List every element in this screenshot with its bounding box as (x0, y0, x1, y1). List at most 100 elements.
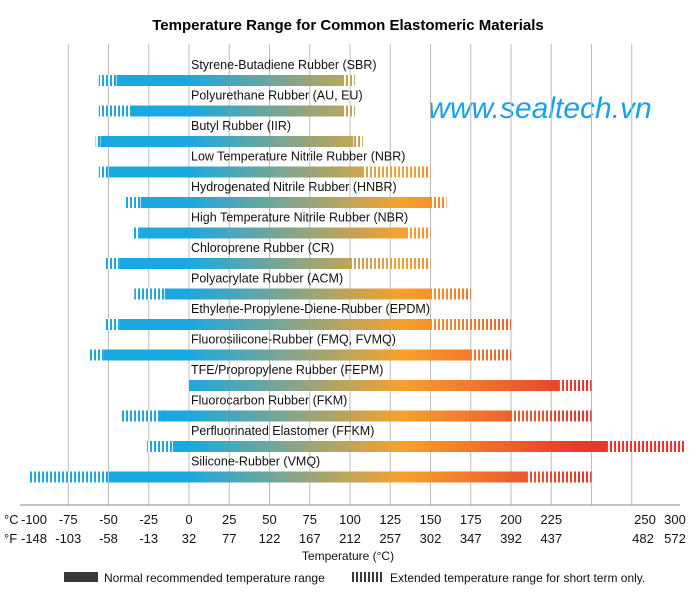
tick-label-f: 302 (420, 531, 442, 546)
bar-normal-range (189, 380, 560, 391)
bar-normal-range (139, 227, 407, 239)
bar-extended-low-hatch (124, 197, 141, 208)
bar-extended-low-hatch (105, 319, 120, 330)
bar-extended-low-hatch (89, 349, 104, 361)
tick-label-f: 212 (339, 531, 361, 546)
tick-label-f: 572 (664, 531, 686, 546)
tick-label-f: 32 (182, 531, 196, 546)
tick-label-f: 77 (222, 531, 236, 546)
bar-extended-low-hatch (98, 75, 117, 86)
bar-normal-range (172, 441, 608, 452)
legend-normal-label: Normal recommended temperature range (104, 571, 325, 585)
material-label: Ethylene-Propylene-Diene-Rubber (EPDM) (191, 302, 430, 316)
tick-label-c: 25 (222, 512, 236, 527)
bar-extended-high-hatch (559, 380, 592, 391)
tick-label-c: 50 (262, 512, 276, 527)
gridlines (67, 44, 633, 505)
tick-label-f: -148 (21, 531, 47, 546)
tick-label-c: 75 (303, 512, 317, 527)
bar-extended-low-hatch (147, 441, 173, 452)
bar-extended-low-hatch (28, 471, 109, 483)
tick-label-c: 100 (339, 512, 361, 527)
material-label: Silicone-Rubber (VMQ) (191, 455, 320, 469)
tick-label-c: -100 (21, 512, 47, 527)
bar-extended-high-hatch (511, 410, 592, 422)
tick-label-f: 392 (500, 531, 522, 546)
tick-label-f: -13 (139, 531, 158, 546)
tick-label-c: -75 (59, 512, 78, 527)
bar-extended-low-hatch (98, 105, 132, 117)
tick-labels: -100 -148 -75 -103 -50 -58 -25 -13 0 32 25 77 50 122 7… (21, 512, 686, 546)
legend-extended-swatch (350, 572, 384, 582)
material-label: Hydrogenated Nitrile Rubber (HNBR) (191, 180, 397, 194)
legend-extended-label: Extended temperature range for short ter… (390, 571, 645, 585)
tick-label-f: 482 (632, 531, 654, 546)
bar-normal-range (160, 410, 511, 422)
bar-extended-high-hatch (607, 441, 686, 452)
bar-extended-high-hatch (353, 136, 363, 147)
material-label: Polyacrylate Rubber (ACM) (191, 272, 343, 286)
bar-normal-range (116, 75, 342, 86)
material-label: Chloroprene Rubber (CR) (191, 241, 334, 255)
bar-extended-high-hatch (527, 471, 592, 483)
bar-extended-low-hatch (98, 166, 109, 178)
bar-extended-high-hatch (430, 197, 447, 208)
material-label: Polyurethane Rubber (AU, EU) (191, 89, 363, 103)
bars-layer (28, 75, 686, 483)
bar-extended-high-hatch (350, 258, 431, 269)
legend-normal-swatch (64, 572, 98, 582)
bar-normal-range (131, 105, 342, 117)
bar-extended-high-hatch (470, 349, 511, 361)
tick-label-c: 225 (540, 512, 562, 527)
bar-normal-range (140, 197, 431, 208)
material-label: Fluorocarbon Rubber (FKM) (191, 394, 347, 408)
unit-f-label: °F (4, 531, 17, 546)
bar-normal-range (100, 136, 354, 147)
material-label: Perfluorinated Elastomer (FFKM) (191, 424, 374, 438)
material-label: Fluorosilicone-Rubber (FMQ, FVMQ) (191, 333, 396, 347)
tick-label-f: -103 (55, 531, 81, 546)
bar-normal-range (164, 288, 431, 300)
chart-title: Temperature Range for Common Elastomeric… (152, 17, 544, 34)
bar-normal-range (119, 258, 351, 269)
material-label: Low Temperature Nitrile Rubber (NBR) (191, 150, 405, 164)
bar-extended-high-hatch (430, 288, 471, 300)
tick-label-c: 125 (379, 512, 401, 527)
tick-label-f: 257 (379, 531, 401, 546)
bar-extended-low-hatch (134, 288, 165, 300)
bar-extended-low-hatch (132, 227, 140, 239)
unit-c-label: °C (4, 512, 19, 527)
bar-extended-high-hatch (341, 75, 355, 86)
tick-label-c: 0 (185, 512, 192, 527)
legend: Normal recommended temperature range Ext… (64, 571, 645, 585)
labels-layer: Styrene-Butadiene Rubber (SBR) Polyuretha… (191, 58, 430, 469)
watermark-text: www.sealtech.vn (428, 92, 651, 125)
material-label: TFE/Propropylene Rubber (FEPM) (191, 363, 383, 377)
tick-label-c: 200 (500, 512, 522, 527)
tick-label-c: -25 (139, 512, 158, 527)
material-label: Butyl Rubber (IIR) (191, 119, 291, 133)
bar-extended-low-hatch (105, 258, 120, 269)
tick-label-f: 122 (259, 531, 281, 546)
tick-label-f: 167 (299, 531, 321, 546)
bar-normal-range (119, 319, 431, 330)
bar-normal-range (108, 166, 363, 178)
tick-label-c: 150 (420, 512, 442, 527)
bar-extended-high-hatch (362, 166, 431, 178)
bar-extended-high-hatch (430, 319, 511, 330)
bar-extended-high-hatch (406, 227, 431, 239)
tick-label-f: -58 (99, 531, 118, 546)
x-axis-title: Temperature (°C) (302, 549, 394, 563)
tick-label-f: 437 (540, 531, 562, 546)
bar-extended-high-hatch (341, 105, 355, 117)
bar-normal-range (108, 471, 528, 483)
tick-label-f: 347 (460, 531, 482, 546)
tick-label-c: 175 (460, 512, 482, 527)
material-label: Styrene-Butadiene Rubber (SBR) (191, 58, 377, 72)
tick-label-c: 250 (634, 512, 656, 527)
bar-normal-range (103, 349, 471, 361)
tick-label-c: 300 (664, 512, 686, 527)
tick-label-c: -50 (99, 512, 118, 527)
bar-extended-low-hatch (95, 136, 101, 147)
